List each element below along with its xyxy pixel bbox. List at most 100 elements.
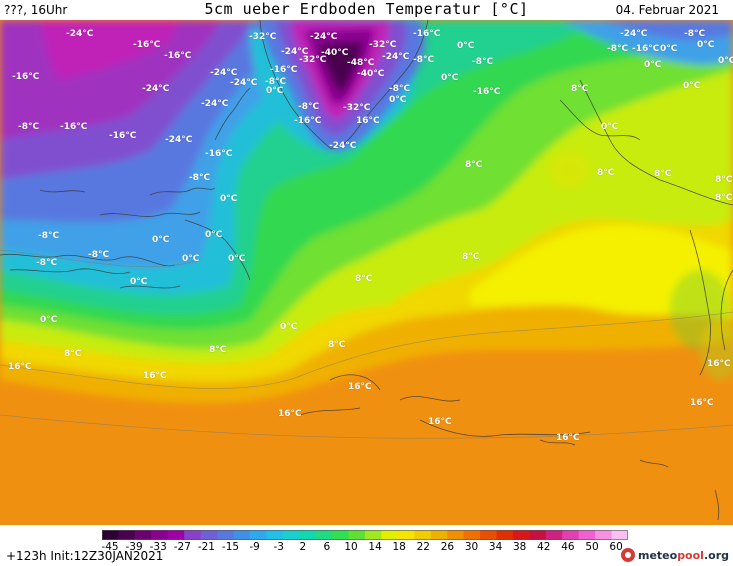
temperature-label: -48°C <box>347 58 375 68</box>
legend-tick-label: -45 <box>101 541 119 553</box>
legend-color-cell <box>282 530 300 540</box>
legend-color-cell <box>315 530 333 540</box>
temperature-label: 16°C <box>428 417 452 427</box>
temperature-label: 16°C <box>143 371 167 381</box>
temperature-label: 8°C <box>465 160 483 170</box>
legend-color-cell <box>578 530 596 540</box>
temperature-label: 0°C <box>152 235 170 245</box>
legend-tick-label: 10 <box>344 541 358 553</box>
temperature-label: 8°C <box>64 349 82 359</box>
legend-color-cell <box>102 530 120 540</box>
legend-tick-label: -15 <box>221 541 240 553</box>
legend-color-cell <box>266 530 284 540</box>
temperature-label: 0°C <box>266 86 284 96</box>
temperature-label: 0°C <box>601 122 619 132</box>
legend-color-cell <box>134 530 152 540</box>
temperature-label: 0°C <box>280 322 298 332</box>
temperature-label: -24°C <box>620 29 648 39</box>
temperature-label: -24°C <box>329 141 357 151</box>
legend-color-cell <box>480 530 498 540</box>
temperature-label: 8°C <box>355 274 373 284</box>
temperature-label: 8°C <box>209 345 227 355</box>
temperature-label: -8°C <box>607 44 629 54</box>
meteopool-logo-icon <box>620 548 635 562</box>
temperature-label: -16°C <box>12 72 40 82</box>
temperature-label: 8°C <box>715 193 733 203</box>
temperature-label: 8°C <box>571 84 589 94</box>
temperature-label: 16°C <box>8 362 32 372</box>
temperature-label: -16°C <box>473 87 501 97</box>
temperature-label: -8°C <box>389 84 411 94</box>
legend-ticks: -45 -39 -33 -27 -21 -15 -9 -3 2 6 10 14 18 22 26 30 34 38… <box>101 541 632 553</box>
temperature-label: -8°C <box>38 231 60 241</box>
legend-color-cell <box>430 530 448 540</box>
temperature-label: 8°C <box>715 175 733 185</box>
legend-color-cell <box>167 530 185 540</box>
temperature-label: -16°C <box>413 29 441 39</box>
header-bar: ???, 16Uhr 5cm ueber Erdboden Temperatur… <box>0 0 733 20</box>
temperature-label: -16°C <box>164 51 192 61</box>
legend-color-cell <box>332 530 350 540</box>
temperature-label: -24°C <box>201 99 229 109</box>
temperature-label: -8°C <box>472 57 494 67</box>
temperature-label: 16°C <box>556 433 580 443</box>
legend-tick-label: -33 <box>149 541 167 553</box>
temperature-label: 0°C <box>205 230 223 240</box>
temperature-label: 16°C <box>348 382 372 392</box>
temperature-label: 0°C <box>683 81 701 91</box>
init-time-label: +123h Init:12Z30JAN2021 <box>6 549 164 563</box>
temperature-label: -8°C <box>18 122 40 132</box>
temperature-label: -24°C <box>230 78 258 88</box>
temperature-label: -8°C <box>88 250 110 260</box>
temperature-label: -24°C <box>210 68 238 78</box>
legend-color-cell <box>397 530 415 540</box>
temperature-field <box>0 20 733 525</box>
legend-tick-label: 50 <box>585 541 599 553</box>
temperature-label: -40°C <box>357 69 385 79</box>
temperature-label: -8°C <box>265 77 287 87</box>
legend-tick-label: 6 <box>323 541 331 553</box>
forecast-date: 04. Februar 2021 <box>615 3 719 17</box>
temperature-label: 16°C <box>356 116 380 126</box>
temperature-label: -16°C <box>109 131 137 141</box>
legend-color-cell <box>118 530 136 540</box>
temperature-label: 0°C <box>718 56 733 66</box>
legend-color-cell <box>496 530 514 540</box>
temperature-label: -16°C <box>294 116 322 126</box>
legend-color-cell <box>233 530 251 540</box>
temperature-label: -32°C <box>369 40 397 50</box>
legend-tick-label: -3 <box>273 541 284 553</box>
temperature-label: 0°C <box>182 254 200 264</box>
legend-color-cell <box>463 530 481 540</box>
temperature-label: -24°C <box>281 47 309 57</box>
legend-color-cell <box>184 530 202 540</box>
legend-tick-label: 46 <box>561 541 575 553</box>
temperature-label: 0°C <box>660 44 678 54</box>
legend-color-cell <box>151 530 169 540</box>
temperature-label: 8°C <box>328 340 346 350</box>
temperature-label: 0°C <box>644 60 662 70</box>
temperature-label: 8°C <box>654 169 672 179</box>
legend-tick-label: 22 <box>416 541 430 553</box>
meteopool-logo[interactable]: meteopool.org <box>620 547 729 563</box>
temperature-label: -32°C <box>249 32 277 42</box>
legend-color-cell <box>529 530 547 540</box>
temperature-label: -24°C <box>66 29 94 39</box>
temperature-label: 0°C <box>130 277 148 287</box>
temperature-label: -16°C <box>60 122 88 132</box>
legend-color-cell <box>562 530 580 540</box>
temperature-label: 8°C <box>462 252 480 262</box>
logo-text-main: meteo <box>637 548 678 562</box>
color-legend-bar <box>102 530 628 540</box>
temperature-map[interactable]: -24°C -16°C -16°C -16°C -24°C -24°C -24°C -16°C… <box>0 20 733 525</box>
legend-color-cell <box>249 530 267 540</box>
legend-tick-label: -27 <box>173 541 191 553</box>
temperature-label: -16°C <box>270 65 298 75</box>
legend-color-cell <box>381 530 399 540</box>
legend-color-cell <box>200 530 218 540</box>
legend-color-cell <box>348 530 366 540</box>
temperature-label: -8°C <box>36 258 58 268</box>
legend-tick-label: 34 <box>488 541 503 553</box>
temperature-label: 0°C <box>228 254 246 264</box>
temperature-label: -24°C <box>165 135 193 145</box>
